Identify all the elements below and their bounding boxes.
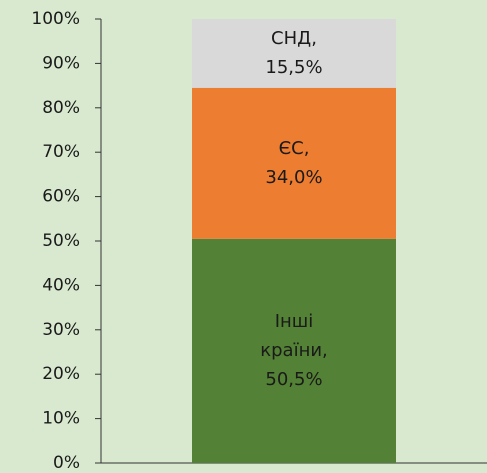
bar-segment xyxy=(192,238,396,463)
y-tick-label: 30% xyxy=(42,320,80,340)
series-name: ЄС, xyxy=(279,138,310,159)
bar-segment xyxy=(192,87,396,239)
y-tick-label: 90% xyxy=(42,53,80,73)
y-tick-label: 100% xyxy=(31,9,80,29)
y-tick-label: 80% xyxy=(42,98,80,118)
value-label: 50,5% xyxy=(265,369,322,390)
y-tick-label: 70% xyxy=(42,142,80,162)
data-label: СНД, 15,5% xyxy=(265,28,322,78)
series-name: СНД, xyxy=(271,28,317,49)
data-label: Інші країни, 50,5% xyxy=(260,311,328,390)
value-label: 15,5% xyxy=(265,57,322,78)
data-label: ЄС, 34,0% xyxy=(265,138,322,188)
bar-segment xyxy=(192,19,396,88)
y-tick-label: 10% xyxy=(42,409,80,429)
y-tick-label: 20% xyxy=(42,364,80,384)
y-tick-label: 40% xyxy=(42,275,80,295)
value-label: 34,0% xyxy=(265,167,322,188)
y-tick-label: 60% xyxy=(42,187,80,207)
y-tick-label: 0% xyxy=(53,453,80,473)
series-name: Інші країни, xyxy=(260,311,328,361)
y-tick-label: 50% xyxy=(42,231,80,251)
